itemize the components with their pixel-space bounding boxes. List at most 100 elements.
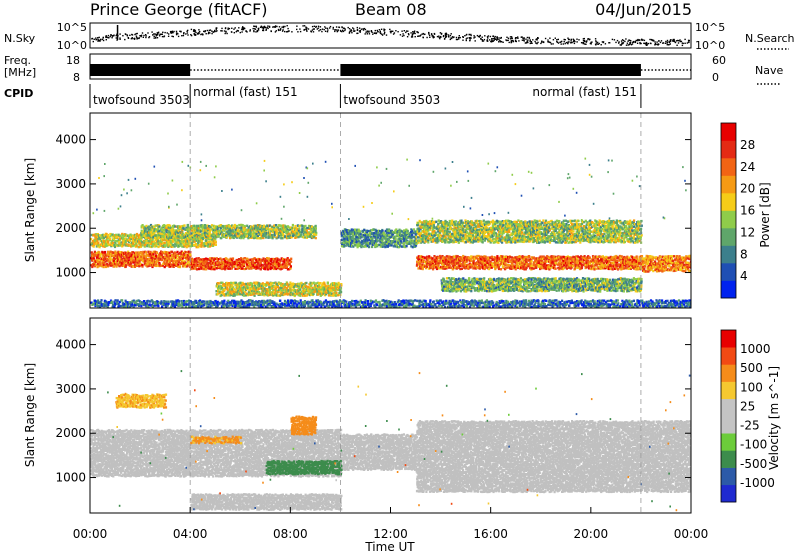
- power-cell: [93, 257, 95, 259]
- nsky-point: [595, 38, 596, 39]
- nsky-point: [371, 32, 372, 33]
- nsky-point: [670, 39, 671, 40]
- nsky-point: [93, 41, 94, 42]
- nsky-point: [640, 43, 641, 44]
- nsky-point: [96, 39, 97, 40]
- nsky-point: [522, 37, 523, 38]
- nsky-tick-top: 10^5: [57, 21, 87, 34]
- power-cell: [106, 258, 108, 260]
- nsky-point: [439, 37, 440, 38]
- power-cell: [467, 266, 469, 268]
- nsky-point: [139, 37, 140, 38]
- nsky-point: [113, 35, 114, 36]
- nsky-point: [511, 40, 512, 41]
- nsky-point: [438, 36, 439, 37]
- nsky-point: [463, 37, 464, 38]
- nsky-point: [434, 33, 435, 34]
- nsky-point: [565, 43, 566, 44]
- power-cell: [313, 282, 315, 284]
- power-cell: [232, 257, 234, 259]
- power-cell: [220, 259, 222, 261]
- power-cell: [155, 265, 157, 267]
- nsky-point: [527, 37, 528, 38]
- power-cell: [152, 253, 154, 255]
- nsky-point: [229, 28, 230, 29]
- power-cell: [315, 282, 317, 284]
- nsky-point: [145, 35, 146, 36]
- nsky-point: [644, 43, 645, 44]
- power-cell: [497, 257, 499, 259]
- nsky-point: [637, 43, 638, 44]
- nsky-point: [480, 35, 481, 36]
- freq-block: [90, 64, 190, 76]
- nsky-point: [433, 37, 434, 38]
- nsky-point: [621, 42, 622, 43]
- nsky-point: [380, 33, 381, 34]
- nsky-point: [265, 30, 266, 31]
- nsky-point: [371, 30, 372, 31]
- nsky-point: [276, 30, 277, 31]
- power-cell: [388, 240, 390, 242]
- power-cell: [114, 246, 116, 248]
- nsky-point: [389, 29, 390, 30]
- power-cell: [238, 224, 240, 226]
- nsky-point: [470, 35, 471, 36]
- nsky-point: [365, 33, 366, 34]
- nsky-point: [99, 40, 100, 41]
- nsky-point: [462, 40, 463, 41]
- power-cell: [118, 241, 120, 243]
- nsky-point: [209, 30, 210, 31]
- nsky-point: [191, 29, 192, 30]
- nsky-point: [100, 39, 101, 40]
- nsky-point: [661, 40, 662, 41]
- nsky-point: [253, 30, 254, 31]
- nsky-point: [136, 36, 137, 37]
- nsky-point: [482, 37, 483, 38]
- nsky-point: [473, 37, 474, 38]
- nsky-point: [632, 43, 633, 44]
- nsky-point: [688, 41, 689, 42]
- nsky-point: [673, 40, 674, 41]
- nsky-point: [213, 31, 214, 32]
- nsky-point: [484, 39, 485, 40]
- cpid-segment-label: normal (fast) 151: [532, 85, 636, 99]
- power-cell: [361, 245, 363, 247]
- nsky-point: [530, 39, 531, 40]
- nsky-point: [627, 41, 628, 42]
- nsky-point: [573, 40, 574, 41]
- nsky-point: [145, 34, 146, 35]
- power-cell: [371, 246, 373, 248]
- nsky-point: [658, 40, 659, 41]
- nsearch-tick-bottom: 10^0: [695, 39, 725, 52]
- nsky-point: [242, 29, 243, 30]
- nsky-point: [687, 42, 688, 43]
- nsky-point: [679, 39, 680, 40]
- power-cell: [215, 244, 217, 246]
- power-cell: [277, 291, 279, 293]
- nsky-point: [238, 27, 239, 28]
- nsky-point: [170, 31, 171, 32]
- nsky-point: [654, 41, 655, 42]
- power-cell: [109, 238, 111, 240]
- nsky-label: N.Sky: [4, 32, 36, 45]
- power-cell: [272, 289, 274, 291]
- nsky-point: [445, 34, 446, 35]
- nsky-point: [590, 43, 591, 44]
- nsky-point: [384, 29, 385, 30]
- nsky-point: [340, 30, 341, 31]
- power-cell: [164, 242, 166, 244]
- nsky-point: [496, 37, 497, 38]
- nsky-point: [680, 41, 681, 42]
- power-cell: [170, 240, 172, 242]
- nsky-point: [171, 32, 172, 33]
- nsky-point: [536, 39, 537, 40]
- nsky-point: [665, 41, 666, 42]
- nsky-point: [676, 45, 677, 46]
- power-cell: [245, 283, 247, 285]
- nsky-point: [451, 38, 452, 39]
- nsky-point: [258, 29, 259, 30]
- power-cell: [292, 224, 294, 226]
- nsky-point: [116, 35, 117, 36]
- nsky-point: [654, 44, 655, 45]
- freq-block: [340, 64, 640, 76]
